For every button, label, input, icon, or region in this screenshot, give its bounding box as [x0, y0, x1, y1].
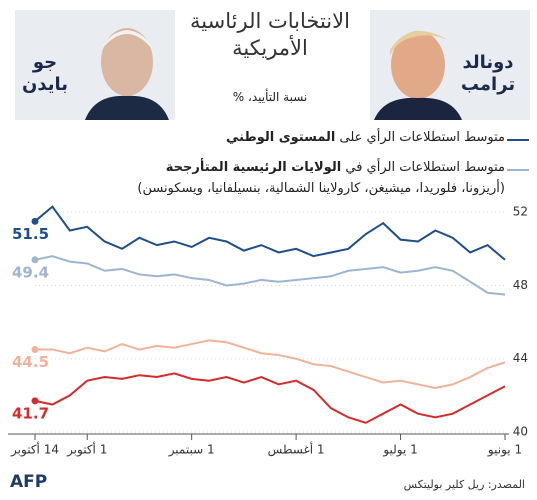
chart-title: الانتخابات الرئاسية الأمريكية	[190, 9, 350, 60]
trump-name: دونالد ترامب	[448, 52, 528, 96]
end-label: 41.7	[12, 404, 49, 422]
line	[34, 205, 506, 261]
y-tick-label: 44	[513, 351, 528, 365]
y-tick-label: 52	[513, 205, 528, 219]
source: المصدر: ريل كلير بوليتكس	[403, 478, 525, 491]
x-tick-label: 1 سبتمبر	[168, 443, 215, 458]
end-label: 44.5	[12, 353, 49, 371]
end-dot	[31, 346, 39, 354]
trump-portrait	[374, 31, 462, 120]
legend-bold: المستوى الوطني	[226, 130, 336, 145]
legend-text: متوسط استطلاعات الرأي على	[339, 130, 505, 145]
legend-item: متوسط استطلاعات الرأي في الولايات الرئيس…	[166, 160, 505, 175]
end-label: 49.4	[12, 263, 49, 281]
y-tick-label: 40	[513, 425, 528, 439]
chart-subtitle: نسبة التأييد، %	[232, 90, 308, 104]
first-name: دونالد	[462, 52, 514, 73]
x-tick-label: 1 أغسطس	[268, 442, 325, 458]
trump-photo	[370, 10, 530, 120]
legend-line	[507, 169, 529, 171]
last-name: ترامب	[460, 74, 516, 95]
line	[34, 255, 506, 296]
end-dot	[31, 256, 39, 264]
end-label: 51.5	[12, 225, 49, 243]
line	[34, 372, 506, 424]
legend-note: (أريزونا، فلوريدا، ميشيغن، كارولاينا الش…	[137, 181, 505, 196]
legend-bold: الولايات الرئيسية المتأرجحة	[165, 160, 342, 175]
biden-photo	[15, 10, 175, 120]
line	[35, 339, 506, 390]
first-name: جو	[32, 52, 58, 73]
last-name: بايدن	[22, 74, 69, 95]
x-tick-label: 1 يوليو	[382, 443, 417, 458]
x-tick-label: 1 أكتوبر	[66, 442, 107, 458]
biden-portrait	[85, 28, 169, 120]
biden-name: جو بايدن	[22, 52, 68, 96]
y-tick-label: 48	[513, 278, 528, 292]
legend-line	[507, 139, 529, 141]
x-tick-label: 1 يونيو	[487, 443, 522, 458]
logo: AFP	[10, 472, 48, 492]
end-dot	[31, 217, 39, 225]
legend-item: متوسط استطلاعات الرأي على المستوى الوطني	[226, 130, 505, 145]
end-dot	[31, 397, 39, 405]
legend-text: متوسط استطلاعات الرأي في	[345, 160, 505, 175]
x-tick-label: 14 أكتوبر	[10, 442, 59, 458]
